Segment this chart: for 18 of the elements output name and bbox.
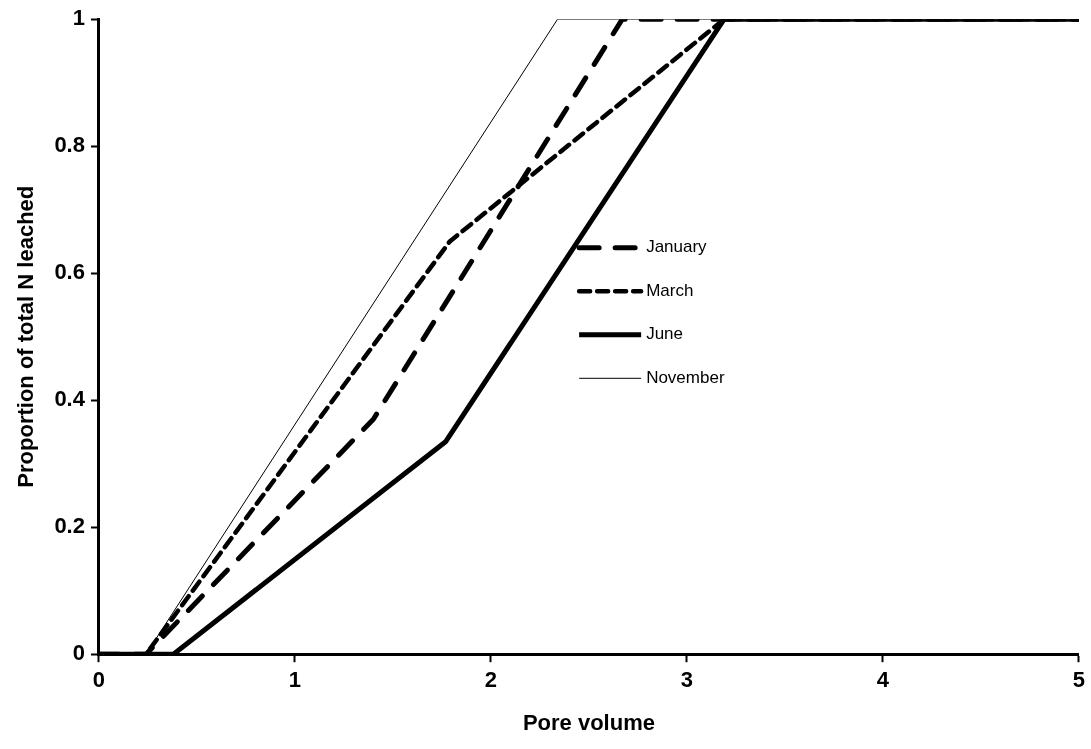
y-tick-label: 1 xyxy=(72,5,85,31)
x-tick-label: 0 xyxy=(92,667,106,693)
x-tick-label: 5 xyxy=(1072,667,1086,693)
x-tick-label: 4 xyxy=(876,667,890,693)
legend-label: November xyxy=(646,367,725,387)
legend-label: March xyxy=(646,280,694,300)
legend-label: January xyxy=(646,237,708,257)
y-tick-label: 0.6 xyxy=(54,259,85,285)
x-tick-label: 2 xyxy=(484,667,498,693)
y-axis-title: Proportion of total N leached xyxy=(13,185,39,488)
y-tick-label: 0.2 xyxy=(54,513,85,539)
y-tick-label: 0.4 xyxy=(54,386,86,412)
x-tick-label: 3 xyxy=(680,667,694,693)
y-tick-label: 0 xyxy=(72,640,85,666)
y-tick-label: 0.8 xyxy=(54,132,85,158)
legend-label: June xyxy=(646,324,684,344)
x-tick-label: 1 xyxy=(288,667,302,693)
x-axis-title: Pore volume xyxy=(522,709,655,735)
